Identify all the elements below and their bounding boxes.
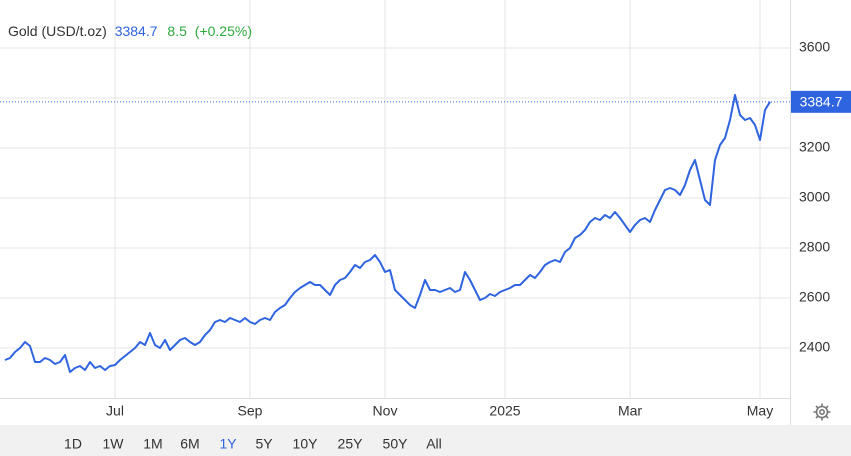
x-tick-label: Sep (238, 403, 263, 419)
price-line (4, 94, 771, 373)
range-button[interactable]: 5Y (255, 436, 273, 452)
range-bar (0, 425, 851, 456)
y-tick-label: 3200 (799, 139, 830, 155)
x-tick-label: Mar (618, 403, 642, 419)
range-button[interactable]: 1M (143, 436, 162, 452)
price-badge (791, 90, 851, 113)
range-button[interactable]: 50Y (383, 436, 409, 452)
price-badge-label: 3384.7 (800, 94, 843, 110)
price: 3384.7 (115, 23, 158, 39)
range-button[interactable]: 10Y (293, 436, 319, 452)
x-tick-label: Nov (373, 403, 398, 419)
change: 8.5 (167, 23, 187, 39)
y-tick-label: 3000 (799, 189, 830, 205)
x-tick-label: Jul (106, 403, 124, 419)
y-tick-label: 2600 (799, 289, 830, 305)
range-button[interactable]: 25Y (338, 436, 364, 452)
x-tick-label: May (747, 403, 773, 419)
x-tick-label: 2025 (489, 403, 520, 419)
instrument-title: Gold (USD/t.oz) (8, 23, 107, 39)
y-tick-label: 3600 (799, 39, 830, 55)
y-tick-label: 2800 (799, 239, 830, 255)
range-button[interactable]: 1D (64, 436, 82, 452)
range-button[interactable]: 1Y (219, 436, 237, 452)
y-tick-label: 2400 (799, 339, 830, 355)
range-button[interactable]: 6M (180, 436, 199, 452)
header: Gold (USD/t.oz) 3384.7 8.5 (+0.25%) (8, 23, 252, 39)
range-button[interactable]: 1W (103, 436, 125, 452)
settings-icon[interactable] (813, 403, 831, 421)
range-button[interactable]: All (426, 436, 442, 452)
change-percent: (+0.25%) (195, 23, 252, 39)
